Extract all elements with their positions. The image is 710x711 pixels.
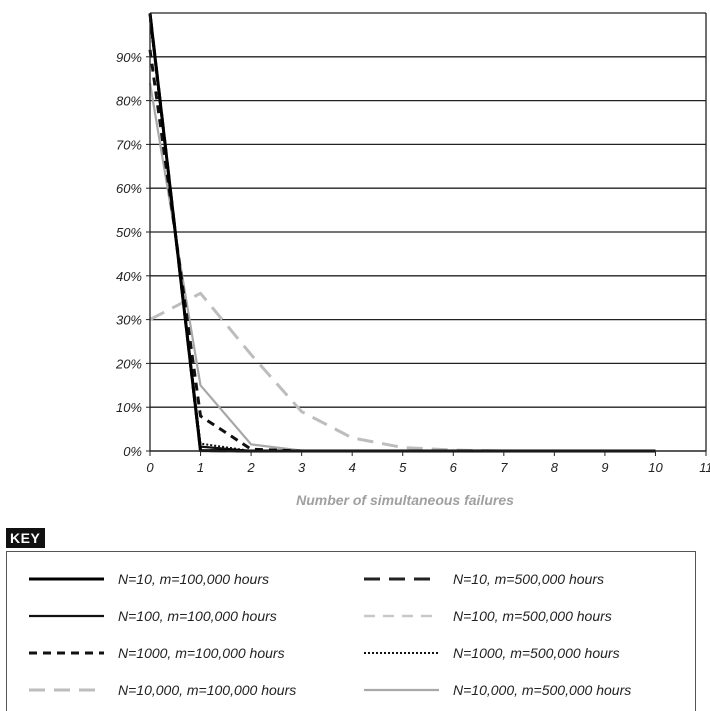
y-tick-label: 0% [123, 444, 142, 459]
legend-item: N=100, m=100,000 hours [29, 600, 277, 632]
y-tick-label: 50% [116, 225, 142, 240]
legend-label: N=10, m=100,000 hours [118, 571, 269, 587]
legend-item: N=10, m=500,000 hours [364, 563, 604, 595]
series-line [148, 17, 656, 453]
x-tick-label: 10 [648, 460, 663, 475]
x-tick-label: 8 [551, 460, 559, 475]
legend-label: N=1000, m=500,000 hours [453, 645, 620, 661]
legend-label: N=10,000, m=100,000 hours [118, 682, 297, 698]
y-tick-label: 80% [116, 94, 142, 109]
legend-item: N=100, m=500,000 hours [364, 600, 612, 632]
series-line [149, 20, 656, 452]
y-tick-label: 60% [116, 181, 142, 196]
legend-label: N=100, m=100,000 hours [118, 608, 277, 624]
y-tick-label: 70% [116, 137, 142, 152]
legend-swatch [364, 614, 439, 618]
x-tick-label: 2 [246, 460, 255, 475]
y-tick-label: 90% [116, 50, 142, 65]
x-tick-label: 11 [699, 460, 710, 475]
legend-swatch [29, 688, 104, 692]
legend-item: N=10,000, m=500,000 hours [364, 674, 631, 706]
legend-label: N=100, m=500,000 hours [453, 608, 612, 624]
legend-item: N=1000, m=100,000 hours [29, 637, 285, 669]
legend-item: N=10,000, m=100,000 hours [29, 674, 296, 706]
legend-item: N=1000, m=500,000 hours [364, 637, 620, 669]
legend-swatch [364, 652, 439, 654]
chart: 0% 10% 20% 30% 40% 50% 60% 70% 80% 90% 0 1 2 3 4 5 6 7 8 9 1… [115, 12, 710, 508]
legend-title: KEY [6, 528, 46, 548]
x-axis-label: Number of simultaneous failures [296, 492, 514, 508]
x-tick-label: 3 [298, 460, 306, 475]
legend-swatch [29, 651, 104, 655]
legend-label: N=10,000, m=500,000 hours [453, 682, 632, 698]
y-tick-label: 20% [115, 356, 142, 371]
x-tick-label: 4 [349, 460, 356, 475]
x-tick-label: 0 [146, 460, 154, 475]
series-line [149, 291, 656, 453]
x-tick-label: 7 [500, 460, 508, 475]
y-tick-label: 40% [116, 269, 142, 284]
x-tick-label: 6 [450, 460, 458, 475]
y-tick-label: 10% [116, 400, 142, 415]
legend-label: N=10, m=500,000 hours [453, 571, 604, 587]
legend-item: N=10, m=100,000 hours [29, 563, 269, 595]
grid-layer [150, 12, 706, 408]
legend-swatch [29, 577, 104, 581]
legend: N=10, m=100,000 hours N=10, m=500,000 hou… [6, 551, 696, 711]
series-line [148, 82, 656, 453]
x-tick-label: 1 [197, 460, 204, 475]
legend-swatch [364, 577, 439, 581]
y-tick-label: 30% [116, 313, 142, 328]
legend-swatch [364, 688, 439, 692]
axis-layer: 0% 10% 20% 30% 40% 50% 60% 70% 80% 90% 0 1 2 3 4 5 6 7 8 9 1… [115, 13, 710, 475]
legend-label: N=1000, m=100,000 hours [118, 645, 285, 661]
series-line [148, 49, 656, 453]
x-tick-label: 9 [601, 460, 608, 475]
x-tick-label: 5 [399, 460, 407, 475]
legend-swatch [29, 614, 104, 618]
